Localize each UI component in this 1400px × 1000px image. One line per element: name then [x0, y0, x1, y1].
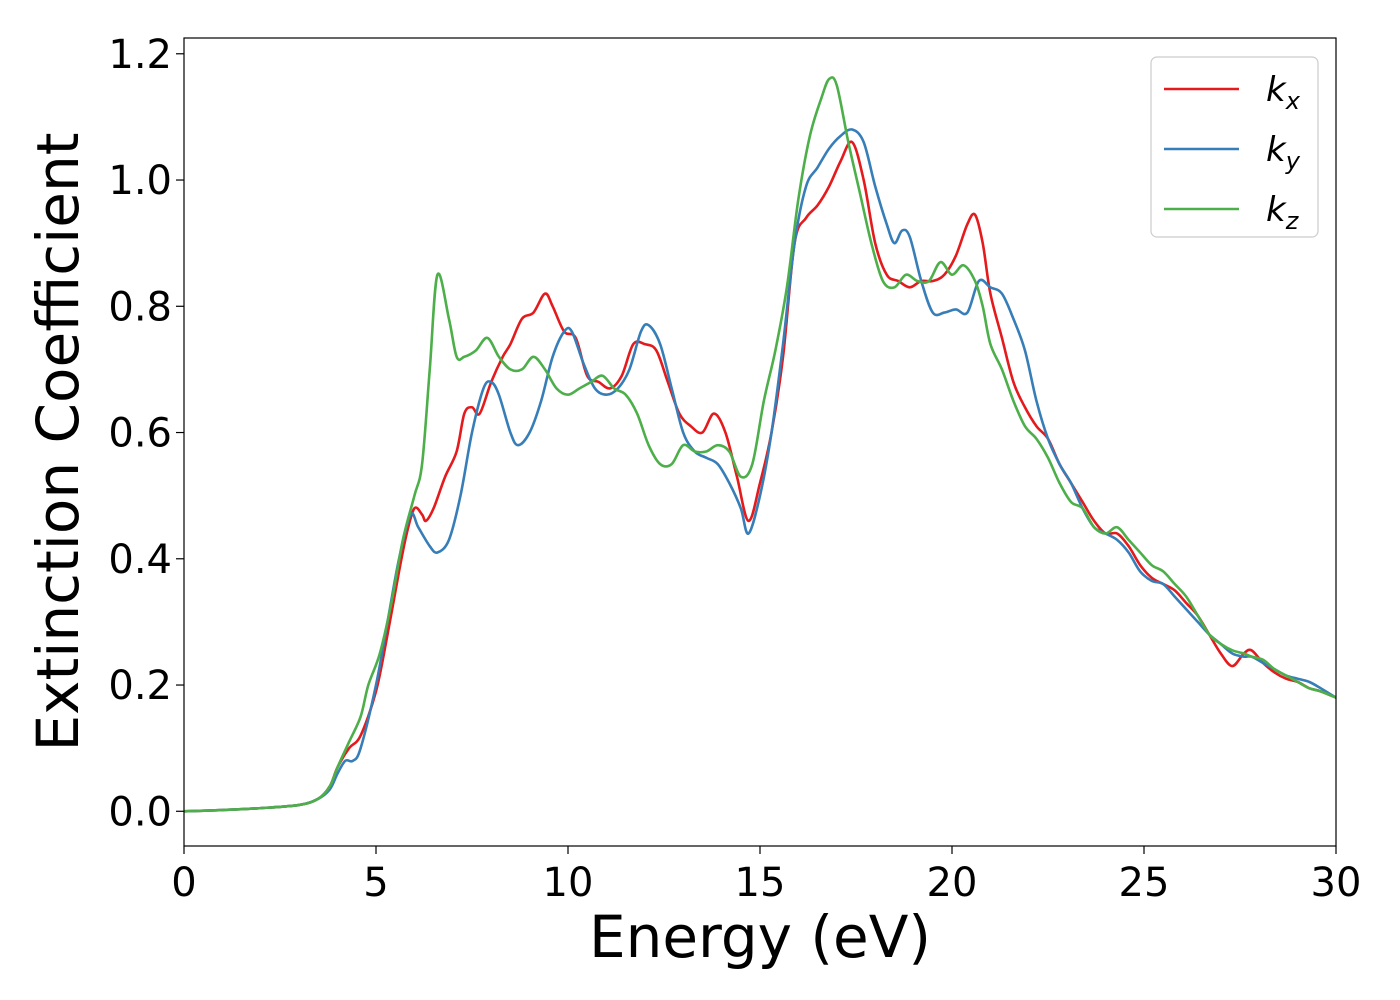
series-line-z: [184, 76, 1336, 813]
x-axis-title: Energy (eV): [589, 903, 931, 971]
y-tick-label: 1.0: [108, 158, 172, 204]
legend-label-main: k: [1266, 70, 1287, 110]
series-line-y: [184, 128, 1336, 813]
x-tick-label: 25: [1119, 860, 1170, 906]
legend-label: kx: [1266, 70, 1301, 115]
y-tick-label: 0.0: [108, 789, 172, 835]
y-tick-label: 1.2: [108, 32, 172, 78]
x-tick-label: 10: [543, 860, 594, 906]
legend-item-y: ky: [1164, 130, 1301, 175]
legend-box: [1150, 56, 1319, 238]
x-axis: 0 5 10 15 20 25 30: [171, 846, 1361, 906]
y-tick-label: 0.6: [108, 411, 172, 457]
x-tick-label: 15: [735, 860, 786, 906]
x-tick-label: 30: [1311, 860, 1362, 906]
x-tick-label: 20: [927, 860, 978, 906]
legend-item-z: kz: [1164, 190, 1300, 235]
legend-label-subscript: z: [1285, 207, 1300, 235]
x-tick-label: 5: [363, 860, 388, 906]
y-tick-label: 0.2: [108, 663, 172, 709]
series-layer: [184, 76, 1336, 813]
legend-label-main: k: [1266, 130, 1287, 170]
legend-item-x: kx: [1164, 70, 1301, 115]
y-tick-label: 0.8: [108, 284, 172, 330]
legend-label-subscript: y: [1285, 147, 1301, 175]
legend-label: kz: [1266, 190, 1300, 235]
legend-label-main: k: [1266, 190, 1287, 230]
legend-label: ky: [1266, 130, 1301, 175]
x-tick-label: 0: [171, 860, 196, 906]
y-tick-label: 0.4: [108, 537, 172, 583]
legend-label-subscript: x: [1285, 87, 1301, 115]
y-axis: 0.0 0.2 0.4 0.6 0.8 1.0 1.2: [108, 32, 184, 835]
y-axis-title: Extinction Coefficient: [24, 133, 92, 752]
